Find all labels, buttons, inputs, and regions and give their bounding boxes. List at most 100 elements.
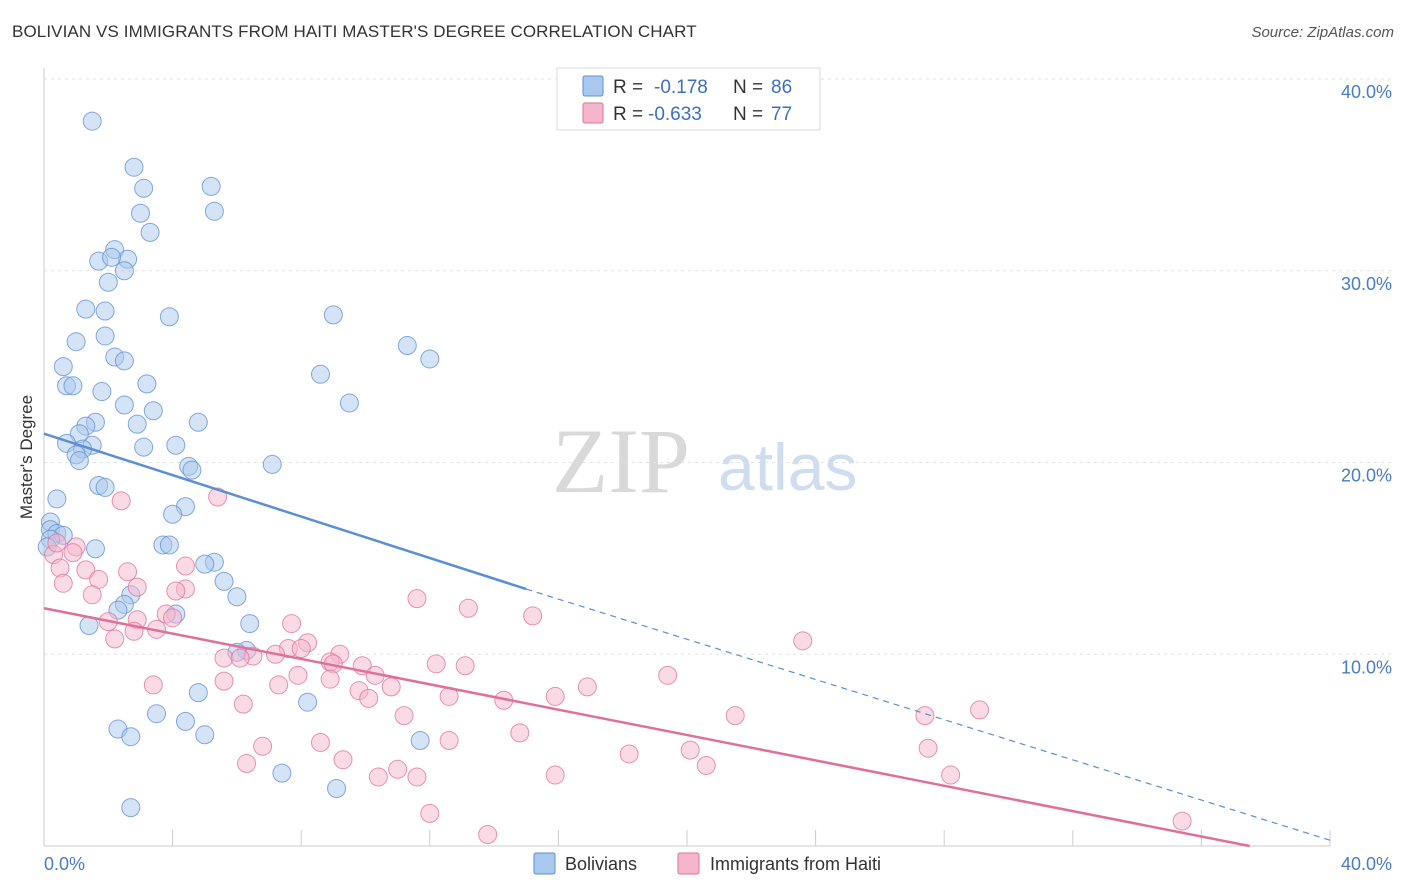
point-haiti-47 xyxy=(214,671,234,691)
y-tick-label-40: 40.0% xyxy=(1341,82,1392,102)
y-tick-label-10: 10.0% xyxy=(1341,657,1392,677)
trend-line-bolivians xyxy=(43,432,527,591)
point-bolivians-63 xyxy=(214,571,234,591)
point-bolivians-39 xyxy=(166,435,186,455)
point-haiti-58 xyxy=(915,706,935,726)
data-points xyxy=(37,111,1192,844)
point-bolivians-73 xyxy=(188,683,208,703)
point-haiti-67 xyxy=(333,750,353,770)
point-bolivians-49 xyxy=(47,489,67,509)
x-tick-label-min: 0.0% xyxy=(44,854,85,874)
point-haiti-54 xyxy=(545,686,565,706)
point-bolivians-29 xyxy=(114,395,134,415)
point-haiti-26 xyxy=(105,629,125,649)
point-haiti-60 xyxy=(510,723,530,743)
point-bolivians-31 xyxy=(339,393,359,413)
point-bolivians-51 xyxy=(163,504,183,524)
legend-swatch-bolivians xyxy=(533,852,556,875)
legend-label-haiti: Immigrants from Haiti xyxy=(710,854,881,874)
point-haiti-71 xyxy=(368,767,388,787)
point-bolivians-5 xyxy=(204,201,224,221)
point-haiti-62 xyxy=(310,732,330,752)
gridlines xyxy=(44,78,1392,655)
point-haiti-65 xyxy=(918,738,938,758)
point-haiti-15 xyxy=(127,577,147,597)
point-bolivians-60 xyxy=(85,539,105,559)
point-haiti-42 xyxy=(320,669,340,689)
point-bolivians-75 xyxy=(147,704,167,724)
point-bolivians-79 xyxy=(195,725,215,745)
point-haiti-9 xyxy=(175,556,195,576)
point-bolivians-43 xyxy=(69,451,89,471)
point-haiti-55 xyxy=(233,694,253,714)
point-haiti-49 xyxy=(658,665,678,685)
stats-r-value-2: -0.633 xyxy=(648,104,702,125)
point-haiti-35 xyxy=(230,648,250,668)
point-bolivians-0 xyxy=(82,111,102,131)
trend-line-bolivians-extension xyxy=(526,588,1331,841)
point-bolivians-59 xyxy=(159,535,179,555)
point-haiti-8 xyxy=(118,562,138,582)
point-haiti-59 xyxy=(970,700,990,720)
point-haiti-68 xyxy=(237,754,257,774)
point-bolivians-18 xyxy=(95,326,115,346)
trend-line-haiti xyxy=(43,607,1250,848)
point-bolivians-1 xyxy=(124,157,144,177)
legend-label-bolivians: Bolivians xyxy=(565,854,637,874)
y-axis-tick-labels: 10.0% 20.0% 30.0% 40.0% xyxy=(1341,82,1392,677)
trend-lines xyxy=(43,432,1331,848)
point-haiti-57 xyxy=(725,706,745,726)
point-bolivians-14 xyxy=(95,301,115,321)
point-bolivians-23 xyxy=(53,357,73,377)
point-haiti-5 xyxy=(208,487,228,507)
point-bolivians-35 xyxy=(188,412,208,432)
point-haiti-40 xyxy=(455,656,475,676)
point-bolivians-82 xyxy=(327,778,347,798)
point-haiti-72 xyxy=(407,767,427,787)
point-haiti-56 xyxy=(394,706,414,726)
stats-r-label-1: R = xyxy=(613,77,643,98)
point-haiti-16 xyxy=(407,589,427,609)
point-haiti-48 xyxy=(577,677,597,697)
point-haiti-33 xyxy=(214,648,234,668)
point-bolivians-41 xyxy=(134,437,154,457)
point-haiti-39 xyxy=(426,654,446,674)
point-bolivians-78 xyxy=(121,727,141,747)
point-haiti-75 xyxy=(420,803,440,823)
point-haiti-10 xyxy=(53,573,73,593)
watermark-zip: ZIP xyxy=(552,410,690,512)
point-bolivians-34 xyxy=(127,414,147,434)
point-haiti-74 xyxy=(941,765,961,785)
point-haiti-43 xyxy=(288,665,308,685)
point-haiti-30 xyxy=(291,638,311,658)
point-haiti-1 xyxy=(47,533,67,553)
stats-legend-swatch-haiti xyxy=(582,102,604,124)
point-haiti-7 xyxy=(76,560,96,580)
point-haiti-53 xyxy=(359,688,379,708)
chart-title: BOLIVIAN VS IMMIGRANTS FROM HAITI MASTER… xyxy=(12,22,697,41)
point-haiti-22 xyxy=(282,614,302,634)
stats-r-label-2: R = xyxy=(613,104,643,125)
point-bolivians-22 xyxy=(114,351,134,371)
point-haiti-44 xyxy=(381,677,401,697)
point-bolivians-65 xyxy=(227,587,247,607)
point-haiti-19 xyxy=(163,608,183,628)
point-bolivians-30 xyxy=(143,401,163,421)
y-axis-title: Master's Degree xyxy=(17,395,36,519)
point-haiti-61 xyxy=(439,731,459,751)
point-bolivians-76 xyxy=(175,711,195,731)
point-bolivians-17 xyxy=(66,332,86,352)
point-haiti-17 xyxy=(458,598,478,618)
point-bolivians-80 xyxy=(410,731,430,751)
stats-n-value-2: 77 xyxy=(771,104,792,125)
point-haiti-45 xyxy=(143,675,163,695)
point-bolivians-28 xyxy=(92,382,112,402)
point-bolivians-62 xyxy=(195,554,215,574)
point-haiti-70 xyxy=(388,759,408,779)
point-bolivians-24 xyxy=(310,364,330,384)
point-bolivians-16 xyxy=(323,305,343,325)
series-legend: Bolivians Immigrants from Haiti xyxy=(533,852,881,875)
y-tick-label-20: 20.0% xyxy=(1341,466,1392,486)
stats-n-label-2: N = xyxy=(733,104,763,125)
watermark-atlas: atlas xyxy=(718,430,857,504)
